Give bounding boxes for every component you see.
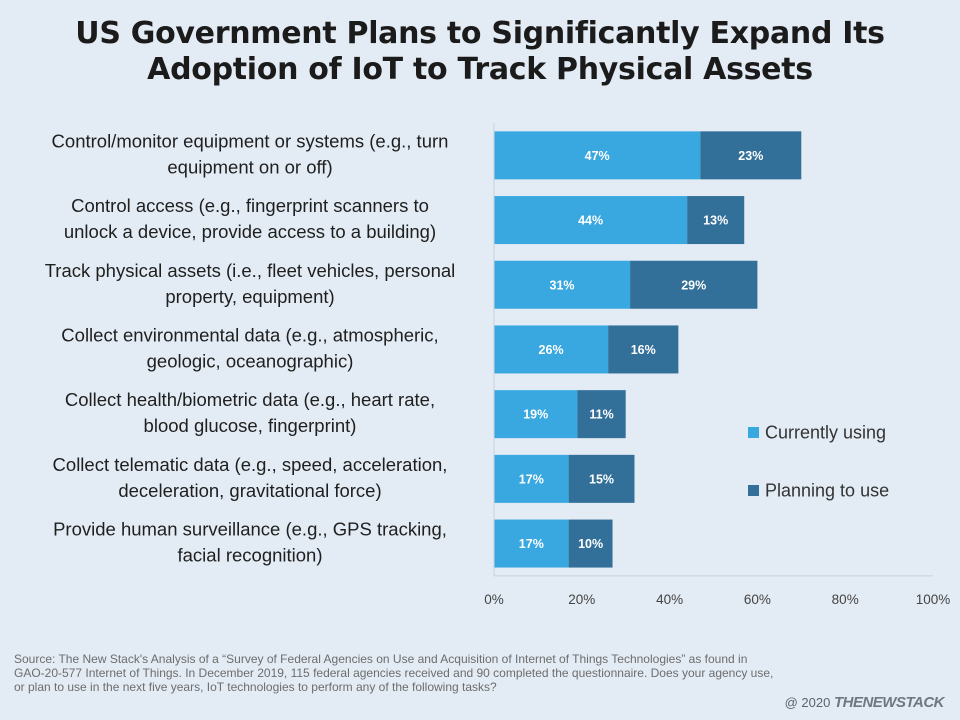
bar-currently-using: [494, 519, 569, 568]
category-label: Collect telematic data (e.g., speed, acc…: [53, 454, 448, 501]
bar-value-label: 23%: [738, 149, 763, 163]
bar-planning-to-use: [687, 196, 745, 245]
category-label: Collect health/biometric data (e.g., hea…: [65, 389, 435, 436]
bar-planning-to-use: [630, 260, 758, 309]
x-tick-label: 20%: [568, 592, 595, 607]
bar-planning-to-use: [577, 390, 626, 439]
category-label: Control/monitor equipment or systems (e.…: [52, 130, 449, 177]
bar-value-label: 26%: [539, 343, 564, 357]
bar-currently-using: [494, 325, 609, 374]
bar-value-label: 31%: [550, 278, 575, 292]
bar-value-label: 11%: [589, 408, 613, 422]
category-label: Track physical assets (i.e., fleet vehic…: [45, 260, 456, 307]
x-tick-label: 60%: [744, 592, 771, 607]
stacked-bar-chart: Control/monitor equipment or systems (e.…: [45, 123, 950, 607]
bar-currently-using: [494, 131, 701, 180]
bar-currently-using: [494, 390, 578, 439]
legend-swatch-currently-using: [748, 427, 759, 438]
chart-title: US Government Plans to Significantly Exp…: [75, 16, 885, 87]
bar-planning-to-use: [568, 454, 635, 503]
category-label: Control access (e.g., fingerprint scanne…: [64, 195, 436, 242]
bar-value-label: 10%: [578, 537, 603, 551]
bar-value-label: 17%: [519, 472, 544, 486]
bar-value-label: 17%: [519, 537, 544, 551]
category-label: Provide human surveillance (e.g., GPS tr…: [53, 519, 447, 566]
bar-currently-using: [494, 260, 631, 309]
bar-value-label: 16%: [631, 343, 656, 357]
bars: 47% 23% 44% 13% 31% 29% 26% 16% 19% 11% 17% 15% 17% 1…: [494, 131, 802, 568]
x-tick-label: 100%: [916, 592, 951, 607]
x-tick-label: 0%: [484, 592, 504, 607]
category-labels: Control/monitor equipment or systems (e.…: [45, 130, 456, 565]
bar-value-label: 15%: [589, 472, 614, 486]
bar-value-label: 19%: [523, 408, 548, 422]
category-label: Collect environmental data (e.g., atmosp…: [61, 324, 438, 371]
legend-swatch-planning-to-use: [748, 485, 759, 496]
bar-planning-to-use: [568, 519, 613, 568]
bar-currently-using: [494, 196, 688, 245]
copyright: @ 2020: [784, 695, 831, 710]
bar-planning-to-use: [700, 131, 802, 180]
source-note: Source: The New Stack's Analysis of a “S…: [14, 652, 774, 694]
x-tick-label: 80%: [832, 592, 859, 607]
bar-value-label: 29%: [681, 278, 706, 292]
bar-planning-to-use: [608, 325, 679, 374]
legend-label: Currently using: [765, 423, 886, 443]
x-axis: 0% 20% 40% 60% 80% 100%: [484, 123, 950, 607]
footer-brand: @ 2020 THENEWSTACK: [784, 694, 945, 711]
brand-logo: THENEWSTACK: [833, 694, 945, 711]
bar-value-label: 47%: [585, 149, 610, 163]
legend: Currently using Planning to use: [748, 423, 889, 501]
x-tick-label: 40%: [656, 592, 683, 607]
bar-value-label: 13%: [703, 214, 728, 228]
bar-value-label: 44%: [578, 214, 603, 228]
bar-currently-using: [494, 454, 569, 503]
legend-label: Planning to use: [765, 481, 889, 501]
